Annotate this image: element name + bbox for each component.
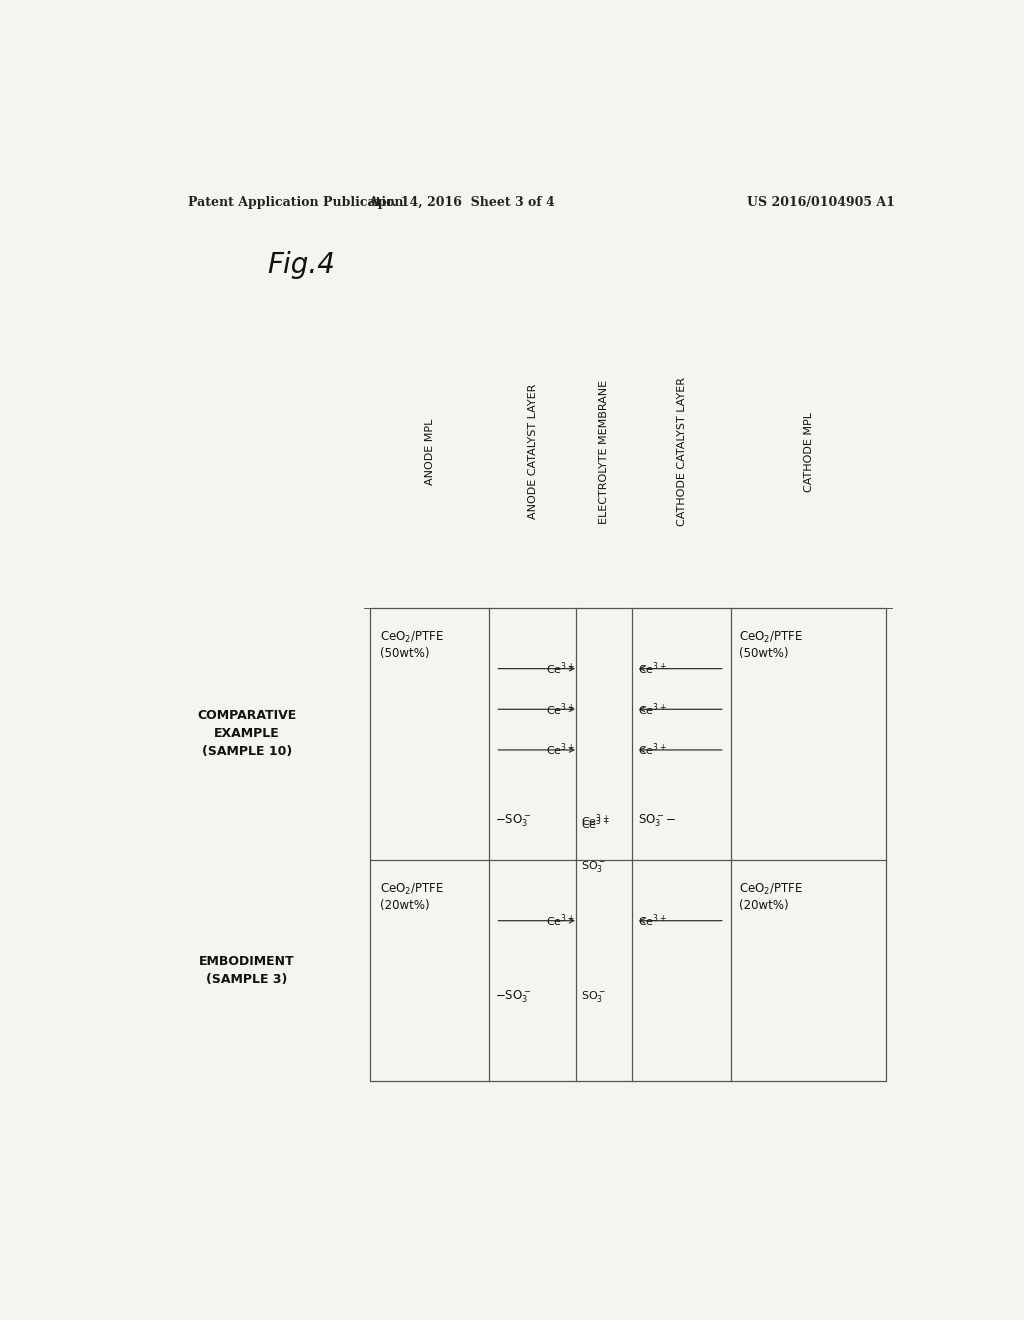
Text: Ce$^{3+}$: Ce$^{3+}$ xyxy=(582,813,610,829)
Text: −SO$_3^-$: −SO$_3^-$ xyxy=(496,989,531,1006)
Text: CATHODE MPL: CATHODE MPL xyxy=(804,412,813,491)
Text: EMBODIMENT
(SAMPLE 3): EMBODIMENT (SAMPLE 3) xyxy=(200,954,295,986)
Text: Fig.4: Fig.4 xyxy=(267,251,335,279)
Text: Ce$^{3+}$: Ce$^{3+}$ xyxy=(546,701,574,718)
Text: Ce$^{3+}$: Ce$^{3+}$ xyxy=(638,660,667,677)
Text: Ce$^{3+}$: Ce$^{3+}$ xyxy=(546,742,574,758)
Text: CeO$_2$/PTFE
(50wt%): CeO$_2$/PTFE (50wt%) xyxy=(380,630,443,660)
Text: CATHODE CATALYST LAYER: CATHODE CATALYST LAYER xyxy=(677,378,686,527)
Bar xyxy=(370,607,886,1081)
Text: SO$_3^-$−: SO$_3^-$− xyxy=(638,813,676,829)
Text: Ce$^{3+}$: Ce$^{3+}$ xyxy=(638,912,667,929)
Text: Ce$^{3+}$: Ce$^{3+}$ xyxy=(582,816,610,833)
Text: Ce$^{3+}$: Ce$^{3+}$ xyxy=(638,701,667,718)
Text: Apr. 14, 2016  Sheet 3 of 4: Apr. 14, 2016 Sheet 3 of 4 xyxy=(368,195,555,209)
Text: Ce$^{3+}$: Ce$^{3+}$ xyxy=(546,660,574,677)
Text: SO$_3^-$: SO$_3^-$ xyxy=(582,990,606,1005)
Text: ANODE CATALYST LAYER: ANODE CATALYST LAYER xyxy=(527,384,538,519)
Text: US 2016/0104905 A1: US 2016/0104905 A1 xyxy=(748,195,895,209)
Text: ANODE MPL: ANODE MPL xyxy=(425,418,434,484)
Text: ELECTROLYTE MEMBRANE: ELECTROLYTE MEMBRANE xyxy=(599,380,609,524)
Text: Ce$^{3+}$: Ce$^{3+}$ xyxy=(546,912,574,929)
Text: CeO$_2$/PTFE
(20wt%): CeO$_2$/PTFE (20wt%) xyxy=(739,882,803,912)
Text: −SO$_3^-$: −SO$_3^-$ xyxy=(496,813,531,829)
Text: CeO$_2$/PTFE
(20wt%): CeO$_2$/PTFE (20wt%) xyxy=(380,882,443,912)
Text: COMPARATIVE
EXAMPLE
(SAMPLE 10): COMPARATIVE EXAMPLE (SAMPLE 10) xyxy=(198,709,297,758)
Text: CeO$_2$/PTFE
(50wt%): CeO$_2$/PTFE (50wt%) xyxy=(739,630,803,660)
Text: Ce$^{3+}$: Ce$^{3+}$ xyxy=(638,742,667,758)
Text: SO$_3^-$: SO$_3^-$ xyxy=(582,859,606,874)
Text: Patent Application Publication: Patent Application Publication xyxy=(187,195,403,209)
